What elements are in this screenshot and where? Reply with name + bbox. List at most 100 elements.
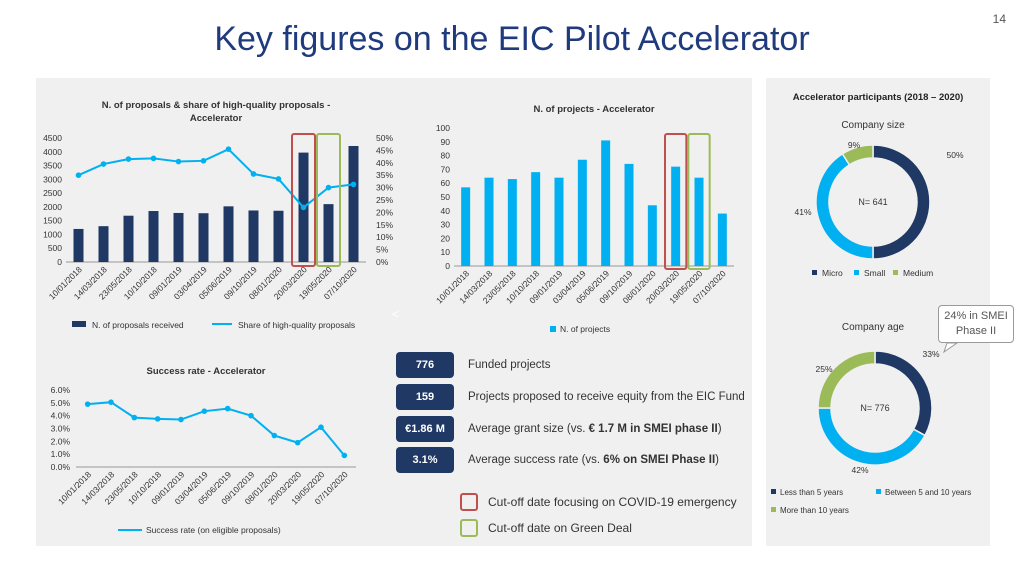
covid-marker-box — [291, 133, 316, 267]
bar — [717, 213, 727, 266]
line-point — [200, 158, 207, 164]
charts-panel — [36, 78, 752, 546]
key-figure-label: Funded projects — [468, 359, 551, 371]
line-point — [178, 416, 184, 423]
y2-tick-label: 35% — [376, 170, 393, 180]
line-point — [250, 171, 257, 177]
key-figure-label: Average success rate (vs. 6% on SMEI Pha… — [468, 454, 719, 466]
y2-tick-label: 40% — [376, 158, 393, 168]
pie-slice — [817, 350, 876, 409]
y2-tick-label: 5% — [376, 245, 389, 255]
y2-tick-label: 30% — [376, 183, 393, 193]
legend-label: Small — [864, 268, 885, 278]
legend-label: Less than 5 years — [780, 488, 843, 497]
bar — [507, 179, 517, 266]
legend-label: N. of projects — [560, 324, 610, 334]
slice-label: 41% — [794, 207, 811, 217]
key-figure-value: 159 — [396, 384, 454, 410]
chart-title: N. of proposals & share of high-quality … — [102, 100, 331, 111]
key-figure-value: 776 — [396, 352, 454, 378]
line-point — [271, 432, 278, 439]
y-tick-label: 2000 — [43, 202, 62, 212]
line-point — [350, 181, 357, 188]
nav-arrow: < — [392, 307, 399, 321]
bar — [554, 177, 564, 266]
bar — [148, 211, 159, 262]
center-label: N= 641 — [858, 197, 887, 207]
chart-title: Company age — [842, 322, 905, 333]
line-series — [87, 401, 346, 457]
y-tick-label: 0.0% — [51, 462, 71, 472]
line-point — [125, 156, 132, 162]
legend-swatch — [771, 489, 776, 494]
legend-label: Micro — [822, 268, 843, 278]
y2-tick-label: 0% — [376, 257, 389, 267]
bar — [73, 228, 84, 262]
y-tick-label: 10 — [441, 247, 451, 257]
key-figure-equity: 159 Projects proposed to receive equity … — [396, 384, 756, 410]
key-figure-label: Projects proposed to receive equity from… — [468, 391, 745, 403]
chart-title: N. of projects - Accelerator — [533, 104, 654, 115]
smei-callout: 24% in SMEI Phase II — [938, 305, 1014, 343]
legend-label: Between 5 and 10 years — [885, 488, 971, 497]
legend-swatch — [771, 507, 776, 512]
slice-label: 9% — [848, 140, 861, 150]
line-point — [100, 161, 107, 167]
callout-line-1: 24% in SMEI — [944, 310, 1008, 322]
bar — [461, 187, 471, 266]
y-tick-label: 3500 — [43, 161, 62, 171]
slice-label: 50% — [946, 150, 963, 160]
y2-tick-label: 20% — [376, 207, 393, 217]
y-tick-label: 5.0% — [51, 398, 71, 408]
green-deal-marker-box — [316, 133, 341, 267]
participants-title: Accelerator participants (2018 – 2020) — [793, 92, 964, 103]
line-point — [150, 155, 157, 162]
bar — [531, 172, 541, 266]
legend-swatch — [550, 326, 556, 332]
green-box-swatch — [460, 519, 478, 537]
pie-slice — [817, 407, 926, 466]
line-point — [108, 399, 114, 405]
legend-swatch — [854, 270, 859, 275]
slice-label: 42% — [851, 465, 868, 475]
covid-marker-legend: Cut-off date focusing on COVID-19 emerge… — [460, 492, 760, 514]
line-point — [318, 424, 324, 431]
key-figure-value: €1.86 M — [396, 416, 454, 442]
legend-label: Success rate (on eligible proposals) — [146, 525, 281, 535]
y-tick-label: 3.0% — [51, 424, 71, 434]
pie-slice — [874, 350, 933, 437]
center-label: N= 776 — [860, 403, 889, 413]
y-tick-label: 50 — [441, 192, 451, 202]
y-tick-label: 4000 — [43, 147, 62, 157]
y2-tick-label: 15% — [376, 220, 393, 230]
y-tick-label: 1500 — [43, 216, 62, 226]
key-figure-grant-size: €1.86 M Average grant size (vs. € 1.7 M … — [396, 416, 756, 442]
y2-tick-label: 10% — [376, 232, 393, 242]
line-point — [225, 146, 232, 152]
y-tick-label: 0 — [445, 261, 450, 271]
y-tick-label: 6.0% — [51, 385, 71, 395]
bar — [694, 177, 704, 266]
line-point — [201, 408, 208, 414]
y2-tick-label: 45% — [376, 145, 393, 155]
green-deal-legend-label: Cut-off date on Green Deal — [488, 521, 632, 535]
line-point — [175, 158, 182, 165]
bar — [484, 177, 494, 266]
line-point — [75, 172, 82, 178]
y-tick-label: 4500 — [43, 133, 62, 143]
y2-tick-label: 25% — [376, 195, 393, 205]
y-tick-label: 0 — [57, 257, 62, 267]
line-point — [275, 176, 282, 182]
line-point — [300, 204, 307, 211]
y2-tick-label: 50% — [376, 133, 393, 143]
bar — [223, 206, 234, 262]
line-point — [131, 414, 138, 421]
y-tick-label: 4.0% — [51, 411, 71, 421]
y-tick-label: 1000 — [43, 229, 62, 239]
y-tick-label: 3000 — [43, 174, 62, 184]
legend-swatch — [893, 270, 898, 275]
y-tick-label: 500 — [48, 243, 62, 253]
bar — [198, 213, 209, 262]
bar — [671, 166, 681, 266]
chart-title: Company size — [841, 120, 905, 131]
